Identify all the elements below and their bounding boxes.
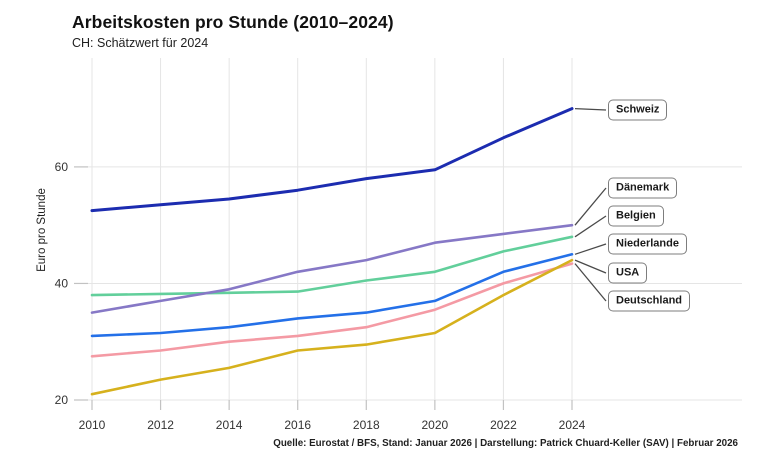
series-label-deutschland: Deutschland — [608, 290, 691, 312]
label-connector-belgien — [574, 215, 607, 238]
series-line-deutschland — [90, 262, 574, 358]
series-line-usa — [90, 258, 574, 396]
series-label-danemark: Dänemark — [608, 177, 678, 199]
series-line-niederlande — [90, 253, 574, 338]
y-tick-label: 60 — [55, 160, 69, 174]
chart-title: Arbeitskosten pro Stunde (2010–2024) — [72, 12, 394, 32]
label-connector-usa — [574, 259, 607, 274]
x-tick-label: 2024 — [559, 418, 586, 432]
series-line-schweiz — [90, 107, 574, 213]
y-tick-label: 40 — [55, 276, 69, 290]
series-label-belgien: Belgien — [608, 205, 664, 227]
label-connector-danemark — [574, 187, 607, 226]
series-label-schweiz: Schweiz — [608, 99, 668, 121]
series-line-danemark — [90, 223, 574, 314]
series-line-belgien — [90, 235, 574, 297]
x-tick-label: 2018 — [353, 418, 380, 432]
x-tick-label: 2020 — [422, 418, 449, 432]
x-tick-label: 2012 — [147, 418, 174, 432]
x-tick-label: 2022 — [490, 418, 517, 432]
x-tick-label: 2010 — [79, 418, 106, 432]
series-label-usa: USA — [608, 262, 648, 284]
y-tick-label: 20 — [55, 393, 69, 407]
chart-subtitle: CH: Schätzwert für 2024 — [72, 36, 209, 50]
label-connector-schweiz — [574, 107, 607, 111]
label-connector-niederlande — [574, 243, 607, 255]
x-tick-label: 2014 — [216, 418, 243, 432]
x-tick-label: 2016 — [284, 418, 311, 432]
series-label-niederlande: Niederlande — [608, 233, 687, 255]
label-connector-deutschland — [574, 263, 607, 302]
source-caption: Quelle: Eurostat / BFS, Stand: Januar 20… — [273, 438, 738, 449]
